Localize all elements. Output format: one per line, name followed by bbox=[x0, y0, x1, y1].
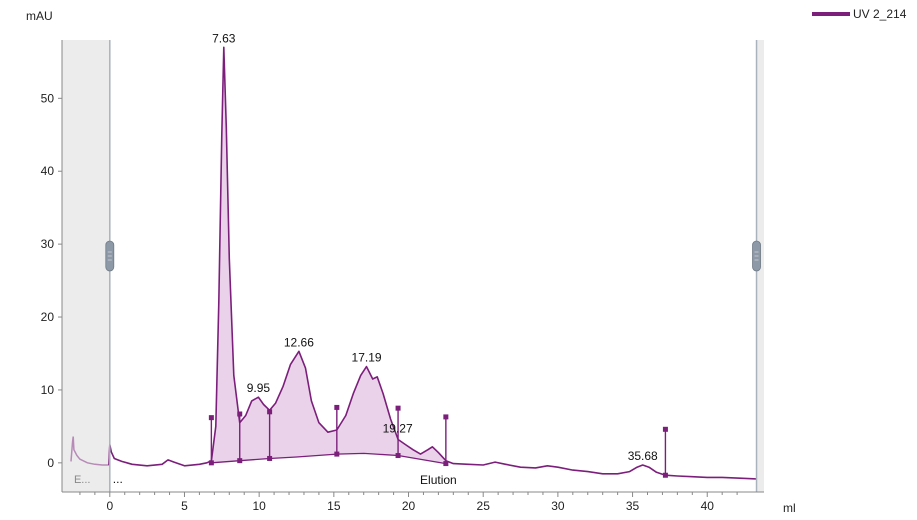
uv-trace-pre-injection bbox=[70, 436, 111, 466]
peak-marker-top bbox=[662, 426, 668, 432]
x-tick-label: 25 bbox=[477, 499, 491, 513]
peak-marker-base bbox=[334, 451, 340, 457]
peak-marker-base bbox=[395, 453, 401, 459]
peak-marker-top bbox=[395, 405, 401, 411]
y-tick-label: 20 bbox=[41, 310, 55, 324]
peak-marker-top bbox=[237, 411, 243, 417]
axes-group: 0 10 20 30 40 50 0 5 10 15 20 25 30 35 40 E...... Elutio… bbox=[41, 40, 764, 513]
legend-entry-uv-2-214: UV 2_214 bbox=[853, 7, 907, 21]
y-axis-unit: mAU bbox=[26, 9, 53, 23]
x-tick-label: 5 bbox=[181, 499, 188, 513]
peak-label-35-68: 35.68 bbox=[628, 449, 658, 463]
phase-label-elution: Elution bbox=[420, 473, 457, 487]
peak-marker-4 bbox=[334, 404, 340, 457]
peak-label-9-95: 9.95 bbox=[247, 381, 271, 395]
y-tick-label: 30 bbox=[41, 237, 55, 251]
excluded-region-left bbox=[62, 40, 110, 492]
peak-marker-group bbox=[208, 404, 668, 478]
peak-marker-base bbox=[267, 455, 273, 461]
peak-marker-5 bbox=[395, 405, 401, 459]
phase-label-equilibration: E... bbox=[74, 474, 91, 486]
y-tick-label: 10 bbox=[41, 383, 55, 397]
plot-area bbox=[62, 40, 764, 492]
plot-background bbox=[62, 40, 764, 492]
y-tick-label: 50 bbox=[41, 91, 55, 105]
y-tick-label: 40 bbox=[41, 164, 55, 178]
integration-baseline bbox=[211, 452, 447, 465]
peak-marker-base bbox=[443, 461, 449, 467]
x-tick-label: 35 bbox=[626, 499, 640, 513]
peak-marker-top bbox=[334, 404, 340, 410]
peak-label-19-27: 19.27 bbox=[383, 421, 413, 435]
legend[interactable]: UV 2_214 bbox=[812, 7, 907, 21]
peak-label-12-66: 12.66 bbox=[284, 335, 314, 349]
peak-label-group: 7.63 9.95 12.66 17.19 19.27 35.68 bbox=[212, 31, 658, 463]
x-tick-label: 20 bbox=[402, 499, 416, 513]
x-axis-unit: ml bbox=[783, 501, 796, 515]
peak-marker-base bbox=[662, 472, 668, 478]
phase-label-sample: ... bbox=[113, 472, 123, 486]
peak-label-17-19: 17.19 bbox=[352, 351, 382, 365]
peak-marker-6 bbox=[443, 414, 449, 467]
phase-boundary-1[interactable] bbox=[105, 40, 115, 492]
x-tick-label: 10 bbox=[252, 499, 266, 513]
x-tick-label: 40 bbox=[701, 499, 715, 513]
x-tick-label: 0 bbox=[106, 499, 113, 513]
phase-marker-group[interactable] bbox=[105, 40, 761, 492]
peak-fill-4 bbox=[336, 367, 399, 456]
peak-marker-2 bbox=[237, 411, 243, 464]
peak-marker-3 bbox=[267, 409, 273, 461]
x-tick-label: 15 bbox=[327, 499, 341, 513]
peak-marker-top bbox=[208, 415, 214, 421]
peak-marker-base bbox=[208, 460, 214, 466]
peak-marker-top bbox=[443, 414, 449, 420]
peak-marker-1 bbox=[208, 415, 214, 466]
peak-label-7-63: 7.63 bbox=[212, 31, 236, 45]
peak-marker-base bbox=[237, 458, 243, 464]
peak-marker-top bbox=[267, 409, 273, 415]
x-tick-label: 30 bbox=[551, 499, 565, 513]
peak-marker-7 bbox=[662, 426, 668, 478]
legend-swatch bbox=[812, 12, 850, 16]
y-tick-label: 0 bbox=[47, 456, 54, 470]
integration-baseline-group bbox=[211, 452, 447, 465]
phase-boundary-2[interactable] bbox=[752, 40, 761, 492]
